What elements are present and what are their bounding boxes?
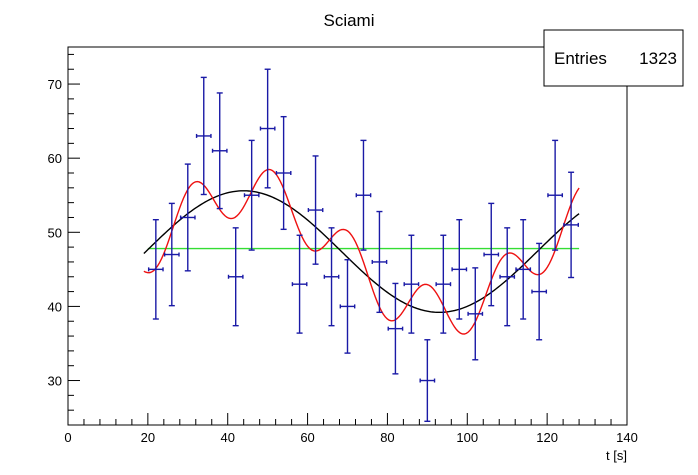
data-point xyxy=(419,339,436,422)
x-axis-label: t [s] xyxy=(606,448,627,463)
data-point xyxy=(451,218,468,320)
data-point xyxy=(291,234,308,334)
data-point xyxy=(323,227,340,327)
data-point xyxy=(483,202,500,307)
y-tick-label: 50 xyxy=(48,225,62,240)
data-point xyxy=(547,139,564,251)
y-tick-label: 40 xyxy=(48,299,62,314)
data-point xyxy=(515,218,532,320)
stats-box: Entries 1323 xyxy=(543,29,684,87)
x-tick-label: 60 xyxy=(300,430,314,445)
data-point xyxy=(163,202,180,307)
data-point xyxy=(275,115,292,231)
fit-curve xyxy=(143,168,580,335)
stats-entries-value: 1323 xyxy=(639,49,677,68)
data-point xyxy=(563,171,579,279)
data-point xyxy=(227,227,244,327)
data-point xyxy=(259,68,276,189)
x-tick-label: 100 xyxy=(456,430,478,445)
chart-title: Sciami xyxy=(323,11,374,30)
data-point xyxy=(307,155,324,265)
x-tick-label: 20 xyxy=(141,430,155,445)
data-point xyxy=(531,242,548,341)
x-tick-label: 40 xyxy=(220,430,234,445)
axes: 0 20 40 60 80 100 120 140 30 40 50 60 70 xyxy=(48,53,638,445)
data-point xyxy=(435,234,452,334)
data-point xyxy=(499,227,516,327)
data-point xyxy=(467,267,484,361)
x-tick-label: 120 xyxy=(536,430,558,445)
x-tick-label: 0 xyxy=(64,430,71,445)
x-tick-label: 80 xyxy=(380,430,394,445)
data-points xyxy=(147,68,579,422)
y-tick-label: 30 xyxy=(48,374,62,389)
fit-curves xyxy=(143,168,580,335)
data-point xyxy=(387,282,404,375)
y-tick-label: 70 xyxy=(48,77,62,92)
data-point xyxy=(243,139,260,251)
x-tick-label: 140 xyxy=(616,430,638,445)
fit-curve xyxy=(143,190,580,314)
data-point xyxy=(403,234,420,334)
data-point xyxy=(195,76,212,196)
y-tick-label: 60 xyxy=(48,151,62,166)
data-point xyxy=(211,92,228,210)
data-point xyxy=(371,210,388,314)
plot-frame xyxy=(67,46,628,426)
stats-entries-label: Entries xyxy=(554,49,607,68)
data-point xyxy=(355,139,372,251)
data-point xyxy=(339,259,356,354)
data-point xyxy=(147,218,164,320)
data-point xyxy=(179,163,196,272)
